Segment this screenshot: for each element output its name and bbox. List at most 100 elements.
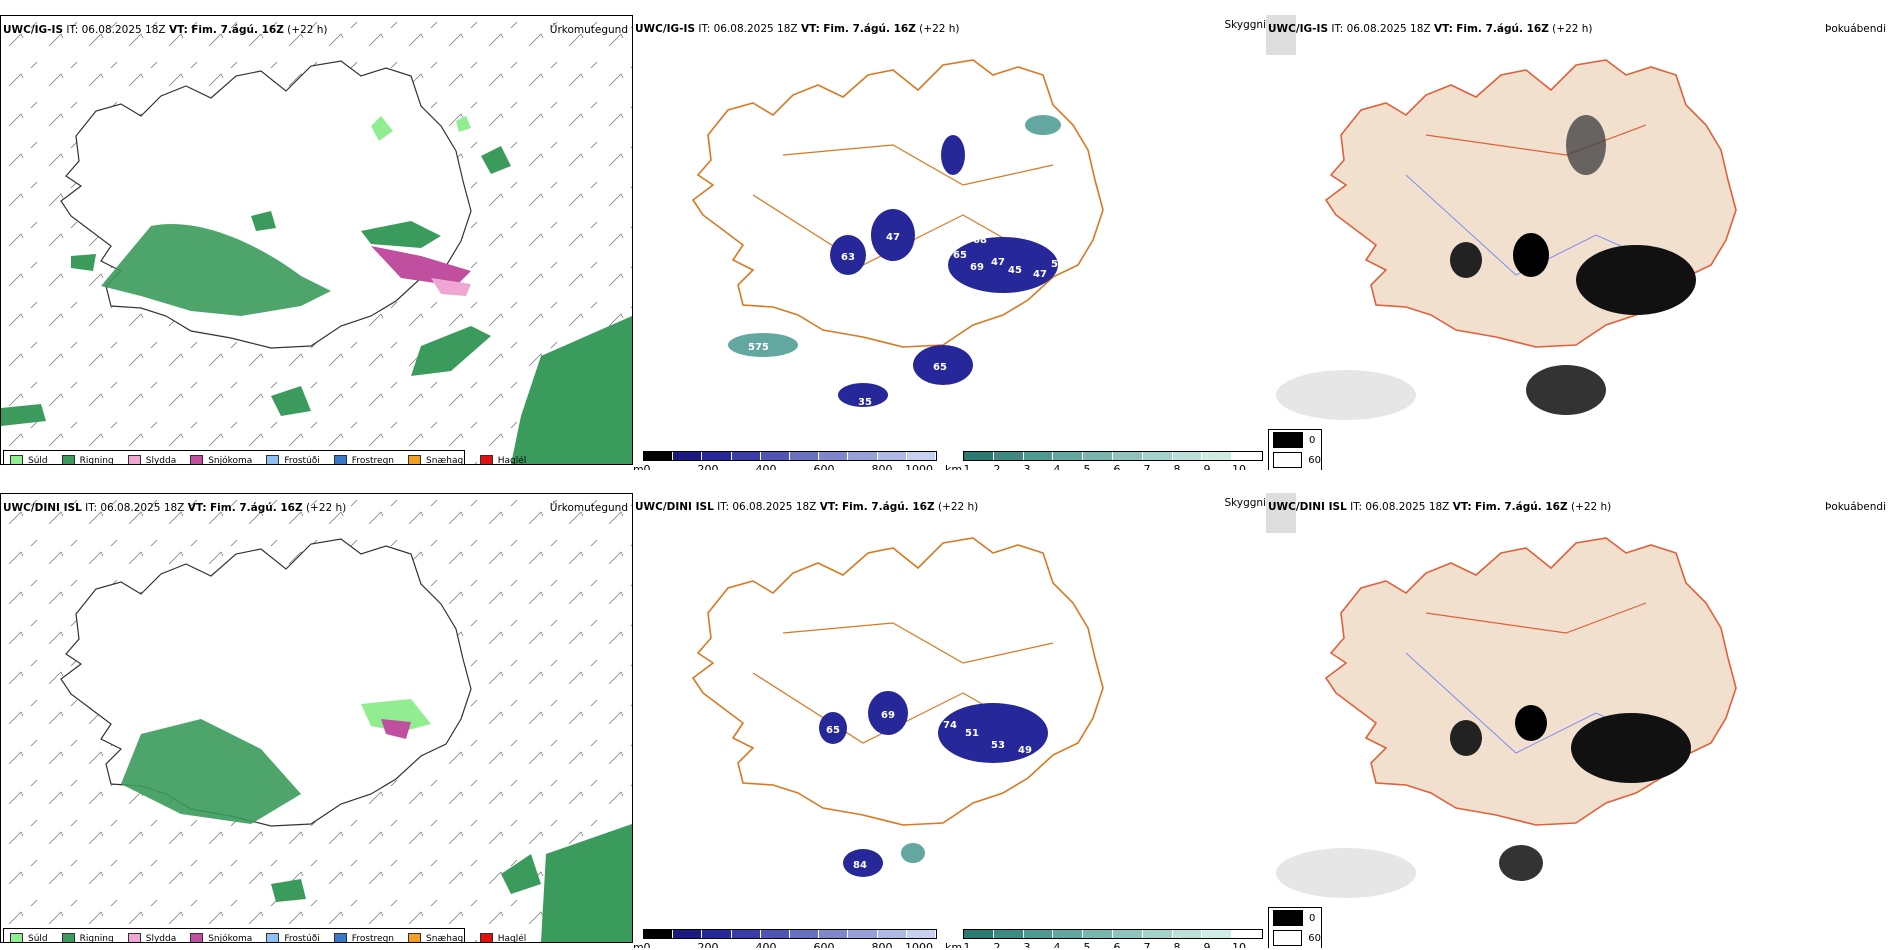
- legend-swatch: [333, 455, 347, 464]
- colorbar-segment: [1172, 930, 1203, 938]
- snow-depth-label: 49: [1018, 745, 1032, 756]
- legend-swatch: [479, 455, 493, 464]
- legend-swatch: [408, 455, 422, 464]
- legend-item: Slydda: [127, 933, 176, 942]
- legend-item: Rigning: [61, 455, 114, 464]
- snow-depth-label: 65: [826, 725, 840, 736]
- legend-swatch: [408, 933, 422, 942]
- colorbar-segment: [1142, 930, 1173, 938]
- fog-map: [1266, 493, 1737, 898]
- colorbar-segment: [790, 930, 820, 938]
- colorbar-segment: [964, 930, 994, 938]
- fog-legend: 0 60: [1268, 907, 1322, 948]
- fog-panel-row1: UWC/IG-IS IT: 06.08.2025 18Z VT: Fim. 7.…: [1266, 15, 1900, 470]
- colorbar-segment: [1202, 930, 1233, 938]
- snow-depth-label: 45: [1008, 265, 1022, 276]
- fog-legend-swatch: [1273, 432, 1303, 448]
- legend-swatch: [61, 933, 75, 942]
- colorbar-segment: [702, 930, 732, 938]
- legend-item: Haglél: [479, 933, 526, 942]
- colorbar-segment: [644, 452, 674, 460]
- snow-depth-label: 47: [991, 257, 1005, 268]
- snow-depth-label: 69: [881, 710, 895, 721]
- fog-legend-swatch: [1273, 452, 1303, 468]
- visibility-map: 65 69 74 51 53 49 84: [692, 537, 1104, 877]
- colorbar-segment: [790, 452, 820, 460]
- panel-title: Úrkomutegund: [549, 502, 628, 514]
- colorbar-segment: [1112, 930, 1143, 938]
- visibility-panel-row2: 65 69 74 51 53 49 84 UWC/DINI ISL IT: 06…: [633, 493, 1266, 948]
- colorbar-segment: [1023, 452, 1054, 460]
- height-colorbar: m 0 200 400 600 800 1000: [633, 929, 938, 948]
- precip-legend: Súld Rigning Slydda Snjókoma Frostúði Fr…: [3, 928, 526, 942]
- legend-swatch: [10, 933, 23, 942]
- legend-item: Frostúði: [266, 455, 320, 464]
- colorbar-segment: [906, 452, 937, 460]
- legend-item: Snæhagl: [408, 455, 466, 464]
- colorbar-segment: [731, 930, 761, 938]
- legend-item: Frostregn: [333, 933, 394, 942]
- fog-panel-row2: UWC/DINI ISL IT: 06.08.2025 18Z VT: Fim.…: [1266, 493, 1900, 948]
- legend-item: Haglél: [479, 455, 526, 464]
- colorbar-segment: [906, 930, 937, 938]
- legend-swatch: [61, 455, 75, 464]
- colorbar-segment: [877, 930, 907, 938]
- panel-header: UWC/IG-IS IT: 06.08.2025 18Z VT: Fim. 7.…: [3, 24, 328, 36]
- legend-swatch: [190, 455, 204, 464]
- colorbar-segment: [702, 452, 732, 460]
- colorbar-segment: [848, 452, 878, 460]
- fog-legend: 0 60: [1268, 429, 1322, 470]
- snow-depth-label: 69: [970, 262, 984, 273]
- precip-map: [1, 16, 632, 464]
- colorbar-segment: [993, 930, 1024, 938]
- fog-legend-swatch: [1273, 910, 1303, 926]
- colorbar-segment: [819, 452, 849, 460]
- fog-legend-item: 0: [1273, 908, 1321, 928]
- legend-item: Snæhagl: [408, 933, 466, 942]
- colorbar-segment: [760, 930, 791, 938]
- snow-depth-label: 84: [853, 860, 867, 871]
- panel-title: Úrkomutegund: [549, 24, 628, 36]
- colorbar-segment: [673, 930, 703, 938]
- legend-item: Slydda: [127, 455, 176, 464]
- panel-header: UWC/IG-IS IT: 06.08.2025 18Z VT: Fim. 7.…: [1268, 23, 1593, 35]
- legend-item: Frostregn: [333, 455, 394, 464]
- snow-depth-label: 63: [841, 252, 855, 263]
- colorbar-segment: [760, 452, 791, 460]
- colorbar-segment: [1083, 930, 1113, 938]
- legend-swatch: [479, 933, 493, 942]
- legend-swatch: [127, 455, 141, 464]
- snow-depth-label: 53: [991, 740, 1005, 751]
- visibility-colorbar: km 1 2 3 4 5 6 7 8 9 10: [945, 929, 1263, 948]
- fog-map: [1266, 15, 1737, 420]
- colorbar-segment: [1202, 452, 1233, 460]
- colorbar-segment: [848, 930, 878, 938]
- snow-depth-label: 65: [953, 250, 967, 261]
- colorbar-segment: [1053, 930, 1084, 938]
- legend-item: Súld: [10, 455, 48, 464]
- visibility-panel-row1: 47 63 69 47 45 47 53 68 65 65 575 35 UWC…: [633, 15, 1266, 470]
- legend-item: Súld: [10, 933, 48, 942]
- precip-panel-row2: UWC/DINI ISL IT: 06.08.2025 18Z VT: Fim.…: [0, 493, 633, 943]
- snow-depth-label: 51: [965, 728, 979, 739]
- snow-depth-label: 35: [858, 397, 872, 408]
- height-colorbar: m 0 200 400 600 800 1000: [633, 451, 938, 470]
- panel-header: UWC/DINI ISL IT: 06.08.2025 18Z VT: Fim.…: [635, 501, 979, 513]
- colorbar-segment: [1083, 452, 1113, 460]
- snow-depth-label: 53: [1051, 259, 1065, 270]
- fog-legend-item: 60: [1273, 450, 1321, 470]
- snow-depth-label: 575: [748, 342, 769, 353]
- legend-item: Frostúði: [266, 933, 320, 942]
- visibility-colorbar: km 1 2 3 4 5 6 7 8 9 10: [945, 451, 1263, 470]
- precip-panel-row1: UWC/IG-IS IT: 06.08.2025 18Z VT: Fim. 7.…: [0, 15, 633, 465]
- colorbar-segment: [964, 452, 994, 460]
- panel-header: UWC/DINI ISL IT: 06.08.2025 18Z VT: Fim.…: [1268, 501, 1612, 513]
- legend-item: Snjókoma: [190, 933, 252, 942]
- panel-title: Þokuábendi: [1825, 501, 1886, 513]
- fog-legend-item: 0: [1273, 430, 1321, 450]
- colorbar-segment: [673, 452, 703, 460]
- colorbar-segment: [731, 452, 761, 460]
- precip-legend: Súld Rigning Slydda Snjókoma Frostúði Fr…: [3, 450, 526, 464]
- precip-map: [1, 494, 632, 942]
- legend-swatch: [127, 933, 141, 942]
